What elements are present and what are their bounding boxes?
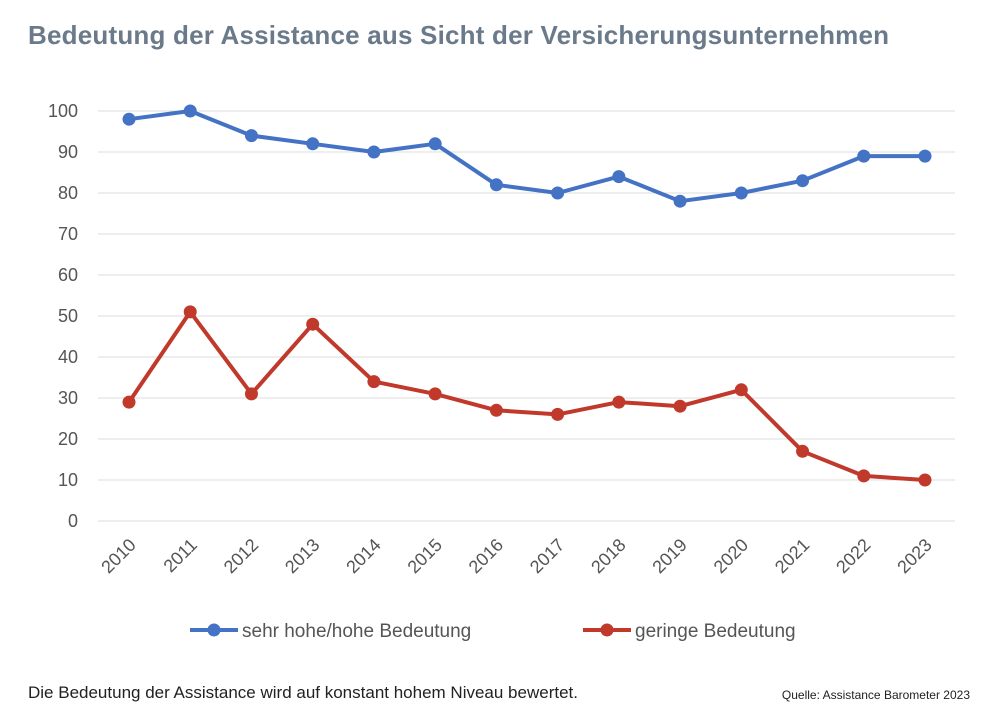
- legend: sehr hohe/hohe Bedeutung geringe Bedeutun…: [190, 621, 796, 642]
- y-axis-ticks: 0 10 20 30 40 50 60 70 80 90 100: [48, 101, 78, 531]
- grid-lines: [98, 110, 955, 522]
- data-point: [857, 469, 871, 483]
- data-point: [489, 178, 503, 192]
- data-point: [612, 395, 626, 409]
- data-point: [428, 137, 442, 151]
- source-note: Quelle: Assistance Barometer 2023: [781, 688, 970, 702]
- y-tick-label: 90: [58, 142, 78, 162]
- x-tick-label: 2023: [893, 535, 935, 577]
- data-point: [796, 444, 810, 458]
- y-tick-label: 60: [58, 265, 78, 285]
- data-point: [673, 399, 687, 413]
- data-point: [551, 407, 565, 421]
- x-tick-label: 2019: [648, 535, 690, 577]
- data-point: [244, 129, 258, 143]
- x-tick-label: 2021: [771, 535, 813, 577]
- x-tick-label: 2017: [526, 535, 568, 577]
- data-point: [673, 194, 687, 208]
- data-point: [183, 305, 197, 319]
- y-tick-label: 30: [58, 388, 78, 408]
- legend-marker: [207, 623, 221, 637]
- y-tick-label: 20: [58, 429, 78, 449]
- data-point: [122, 112, 136, 126]
- x-tick-label: 2011: [160, 535, 202, 577]
- legend-marker: [600, 623, 614, 637]
- data-point: [918, 473, 932, 487]
- data-point: [122, 395, 136, 409]
- x-tick-label: 2010: [97, 535, 139, 577]
- x-tick-label: 2022: [832, 535, 874, 577]
- y-tick-label: 80: [58, 183, 78, 203]
- x-tick-label: 2013: [281, 535, 323, 577]
- data-point: [734, 383, 748, 397]
- x-axis-ticks: 2010 2011 2012 2013 2014 2015 2016 2017 2018 2019…: [97, 535, 935, 577]
- y-tick-label: 50: [58, 306, 78, 326]
- x-tick-label: 2020: [710, 535, 752, 577]
- legend-label: geringe Bedeutung: [635, 621, 796, 642]
- x-tick-label: 2012: [220, 535, 262, 577]
- chart-caption: Die Bedeutung der Assistance wird auf ko…: [28, 683, 578, 702]
- series-line-2: [127, 309, 927, 482]
- data-point: [428, 387, 442, 401]
- y-tick-label: 70: [58, 224, 78, 244]
- data-point: [612, 170, 626, 184]
- y-tick-label: 0: [68, 511, 78, 531]
- data-point: [551, 186, 565, 200]
- x-tick-label: 2016: [465, 535, 507, 577]
- series-group: [122, 104, 932, 487]
- y-tick-label: 40: [58, 347, 78, 367]
- data-point: [796, 174, 810, 188]
- x-tick-label: 2015: [404, 535, 446, 577]
- data-point: [857, 149, 871, 163]
- data-point: [244, 387, 258, 401]
- data-point: [183, 104, 197, 118]
- legend-label: sehr hohe/hohe Bedeutung: [242, 621, 471, 642]
- series-line-1: [127, 109, 927, 204]
- data-point: [918, 149, 932, 163]
- x-tick-label: 2018: [587, 535, 629, 577]
- data-point: [306, 137, 320, 151]
- data-point: [489, 403, 503, 417]
- y-tick-label: 100: [48, 101, 78, 121]
- x-tick-label: 2014: [342, 535, 384, 577]
- data-point: [367, 145, 381, 159]
- y-tick-label: 10: [58, 470, 78, 490]
- data-point: [367, 375, 381, 389]
- data-point: [734, 186, 748, 200]
- data-point: [306, 317, 320, 331]
- chart-title: Bedeutung der Assistance aus Sicht der V…: [28, 20, 890, 50]
